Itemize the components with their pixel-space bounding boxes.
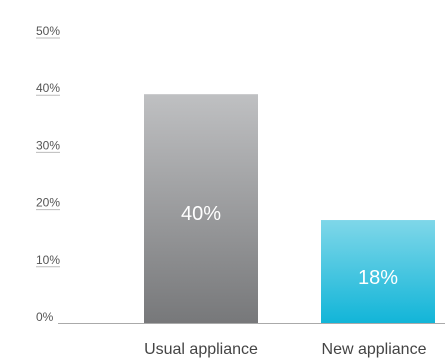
x-category-label: New appliance bbox=[322, 341, 427, 358]
x-axis: Usual appliance New appliance bbox=[144, 341, 427, 358]
bar-2 bbox=[321, 220, 435, 323]
y-tick-label: 20% bbox=[36, 196, 60, 210]
bars: 40% 18% bbox=[144, 94, 435, 323]
y-tick-label: 10% bbox=[36, 253, 60, 267]
bar-data-label: 40% bbox=[181, 203, 221, 225]
y-tick-label: 0% bbox=[36, 310, 54, 324]
y-axis: 0% 10% 20% 30% 40% 50% bbox=[36, 24, 60, 324]
bar-1 bbox=[144, 94, 258, 323]
y-tick-label: 30% bbox=[36, 138, 60, 152]
y-tick-label: 40% bbox=[36, 81, 60, 95]
bar-data-label: 18% bbox=[358, 267, 398, 289]
x-category-label: Usual appliance bbox=[144, 341, 258, 358]
y-tick-label: 50% bbox=[36, 24, 60, 38]
